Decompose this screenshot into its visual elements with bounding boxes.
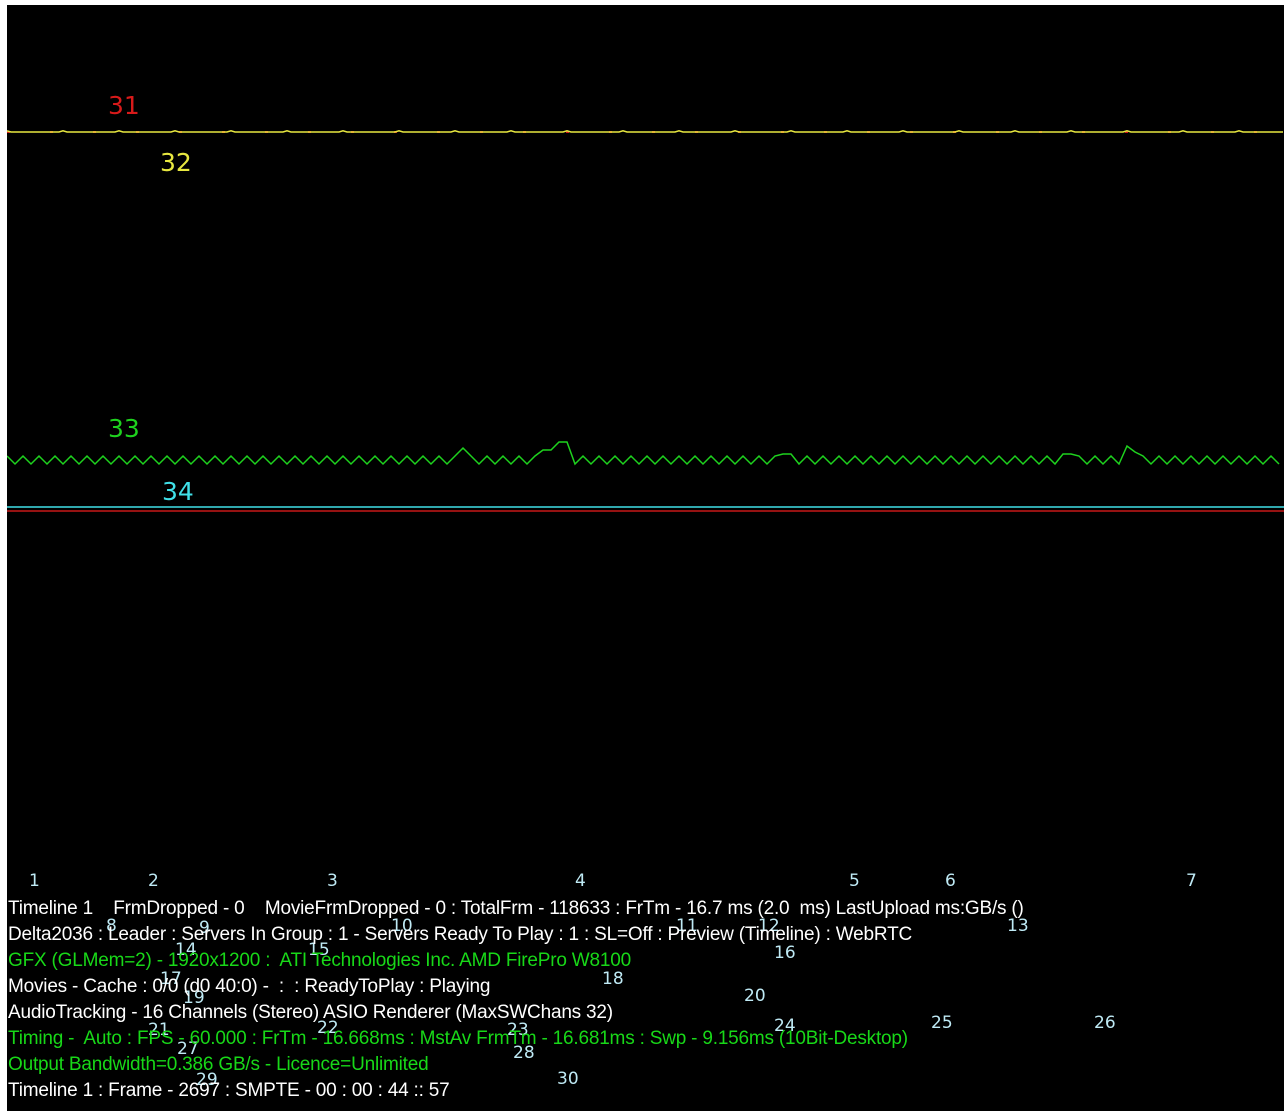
trace-33-green: [7, 441, 1280, 466]
marker-3: 3: [327, 871, 338, 891]
marker-14: 14: [175, 940, 197, 960]
marker-23: 23: [507, 1020, 529, 1040]
stats-line-audio: AudioTracking - 16 Channels (Stereo) ASI…: [8, 1002, 613, 1023]
marker-2: 2: [148, 871, 159, 891]
stats-line-timeline: Timeline 1 FrmDropped - 0 MovieFrmDroppe…: [8, 898, 1024, 919]
marker-19: 19: [183, 988, 205, 1008]
marker-22: 22: [317, 1018, 339, 1038]
marker-18: 18: [602, 969, 624, 989]
marker-9: 9: [199, 918, 210, 938]
marker-17: 17: [160, 969, 182, 989]
stats-line-timing: Timing - Auto : FPS - 60.000 : FrTm - 16…: [8, 1028, 908, 1049]
marker-21: 21: [148, 1020, 170, 1040]
stats-line-gfx: GFX (GLMem=2) - 1920x1200 : ATI Technolo…: [8, 950, 632, 971]
graph-label-34: 34: [162, 477, 194, 506]
marker-8: 8: [106, 916, 117, 936]
stats-line-movies: Movies - Cache : 0/0 (d0 40:0) - : : Rea…: [8, 976, 491, 997]
stats-overlay-screen: 31 32 33 34 1 2 3 4 5 6 7 8 9 10 11 12 1…: [7, 5, 1284, 1111]
graph-label-33: 33: [108, 414, 140, 443]
graph-label-31: 31: [108, 91, 140, 120]
marker-29: 29: [196, 1070, 218, 1090]
marker-26: 26: [1094, 1013, 1116, 1033]
marker-4: 4: [575, 871, 586, 891]
marker-7: 7: [1186, 871, 1197, 891]
performance-graph: [7, 130, 1284, 512]
graph-label-32: 32: [160, 148, 192, 177]
stats-line-bandwidth: Output Bandwidth=0.386 GB/s - Licence=Un…: [8, 1054, 429, 1075]
marker-20: 20: [744, 986, 766, 1006]
trace-32-yellow: [7, 130, 1283, 133]
marker-6: 6: [945, 871, 956, 891]
marker-15: 15: [308, 940, 330, 960]
stats-line-servers: Delta2036 : Leader : Servers In Group : …: [8, 924, 912, 945]
marker-25: 25: [931, 1013, 953, 1033]
marker-24: 24: [774, 1016, 796, 1036]
marker-28: 28: [513, 1043, 535, 1063]
marker-11: 11: [676, 916, 698, 936]
marker-5: 5: [849, 871, 860, 891]
stats-line-frame: Timeline 1 : Frame - 2697 : SMPTE - 00 :…: [8, 1080, 450, 1101]
marker-30: 30: [557, 1069, 579, 1089]
marker-10: 10: [391, 916, 413, 936]
marker-12: 12: [758, 916, 780, 936]
marker-16: 16: [774, 943, 796, 963]
marker-27: 27: [177, 1039, 199, 1059]
marker-13: 13: [1007, 916, 1029, 936]
marker-1: 1: [29, 871, 40, 891]
